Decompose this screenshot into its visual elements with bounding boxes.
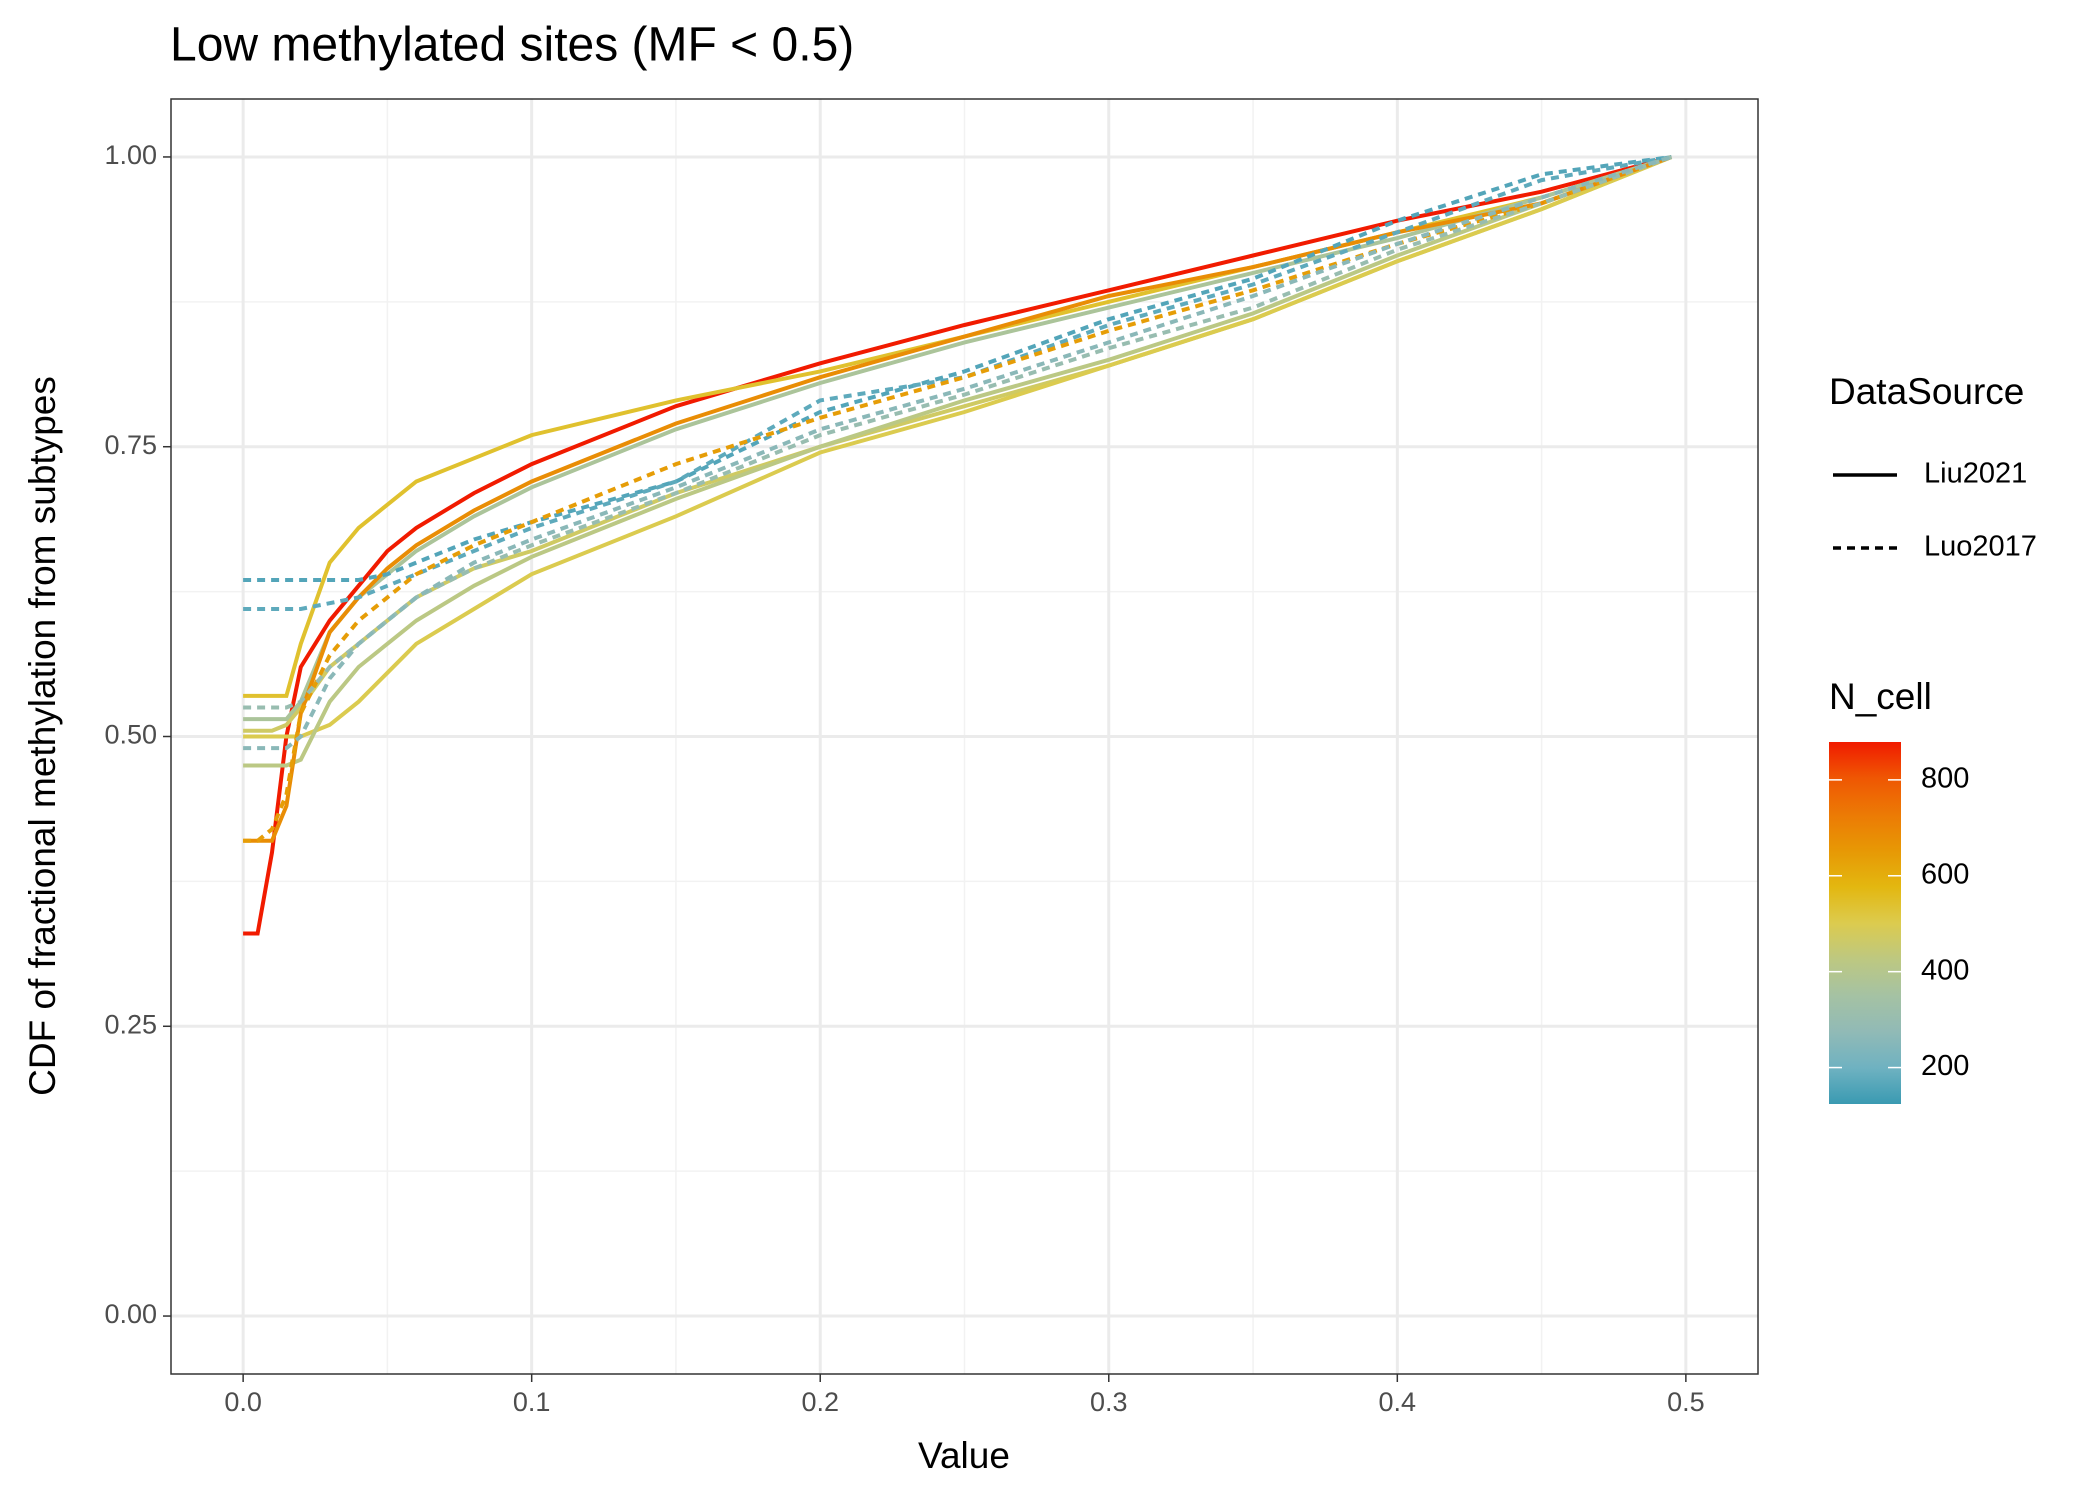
cdf-line [243, 155, 1672, 751]
x-tick-label: 0.1 [513, 1387, 551, 1417]
y-tick-label: 1.00 [104, 140, 157, 170]
y-tick-label: 0.50 [104, 720, 157, 750]
legend-title: DataSource [1829, 371, 2024, 412]
legend-label: Luo2017 [1924, 531, 2037, 563]
panel-border [170, 98, 1759, 1375]
colorbar-title: N_cell [1829, 676, 1932, 717]
chart-title: Low methylated sites (MF < 0.5) [170, 19, 854, 72]
cdf-line [243, 155, 1672, 582]
y-tick-label: 0.00 [104, 1299, 157, 1329]
x-tick-label: 0.3 [1090, 1387, 1128, 1417]
y-tick-label: 0.75 [104, 430, 157, 460]
cdf-line [243, 155, 1673, 768]
y-tick-label: 0.25 [104, 1009, 157, 1039]
legend-label: Liu2021 [1924, 458, 2027, 490]
cdf-line [243, 155, 1672, 722]
cdf-line [243, 155, 1673, 843]
cdf-line [243, 155, 1673, 739]
cdf-line [243, 155, 1673, 843]
colorbar [1829, 742, 1901, 1104]
x-tick-label: 0.5 [1667, 1387, 1705, 1417]
cdf-line [243, 155, 1672, 611]
colorbar-label: 200 [1921, 1050, 1969, 1082]
x-axis-title: Value [918, 1435, 1010, 1476]
cdf-line [243, 155, 1673, 710]
colorbar-label: 600 [1921, 858, 1969, 890]
x-tick-label: 0.0 [224, 1387, 262, 1417]
colorbar-label: 800 [1921, 763, 1969, 795]
colorbar-label: 400 [1921, 954, 1969, 986]
x-tick-label: 0.4 [1379, 1387, 1417, 1417]
y-axis-title: CDF of fractional methylation from subty… [22, 376, 63, 1096]
x-tick-label: 0.2 [801, 1387, 839, 1417]
